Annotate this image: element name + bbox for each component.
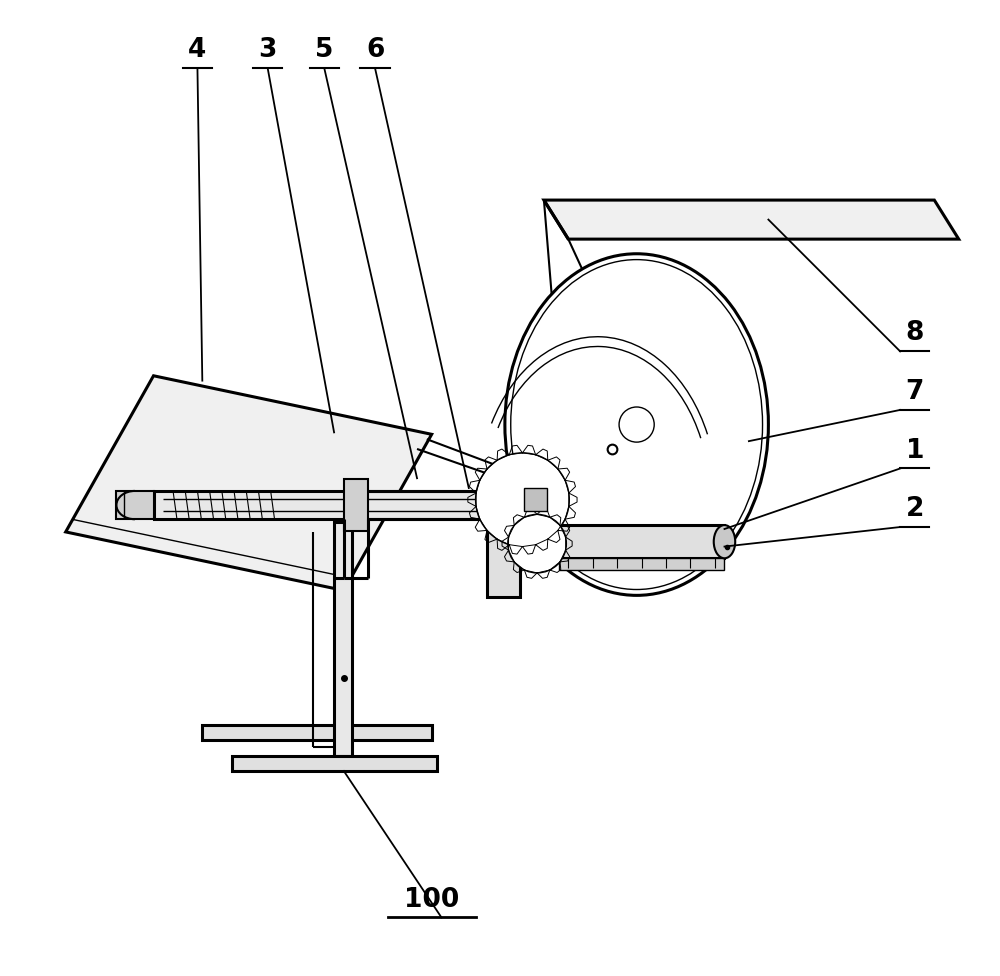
Text: 8: 8 — [906, 320, 924, 346]
Polygon shape — [559, 525, 724, 558]
Polygon shape — [232, 756, 437, 771]
Polygon shape — [559, 558, 724, 570]
Text: 100: 100 — [404, 886, 459, 913]
Text: 4: 4 — [188, 37, 207, 63]
Polygon shape — [344, 479, 368, 531]
Polygon shape — [154, 491, 495, 519]
Text: 2: 2 — [906, 496, 924, 522]
Circle shape — [508, 514, 566, 573]
Polygon shape — [524, 488, 547, 511]
Text: 5: 5 — [315, 37, 334, 63]
Polygon shape — [66, 376, 432, 590]
Text: 6: 6 — [366, 37, 384, 63]
Polygon shape — [334, 522, 352, 756]
Polygon shape — [116, 491, 154, 519]
Text: 1: 1 — [906, 437, 924, 464]
Ellipse shape — [714, 525, 735, 558]
Polygon shape — [202, 725, 432, 740]
Polygon shape — [544, 200, 959, 239]
Polygon shape — [487, 470, 520, 597]
Ellipse shape — [505, 254, 768, 595]
Text: 7: 7 — [906, 379, 924, 405]
Circle shape — [476, 453, 569, 547]
Circle shape — [619, 407, 654, 442]
Text: 3: 3 — [259, 37, 277, 63]
